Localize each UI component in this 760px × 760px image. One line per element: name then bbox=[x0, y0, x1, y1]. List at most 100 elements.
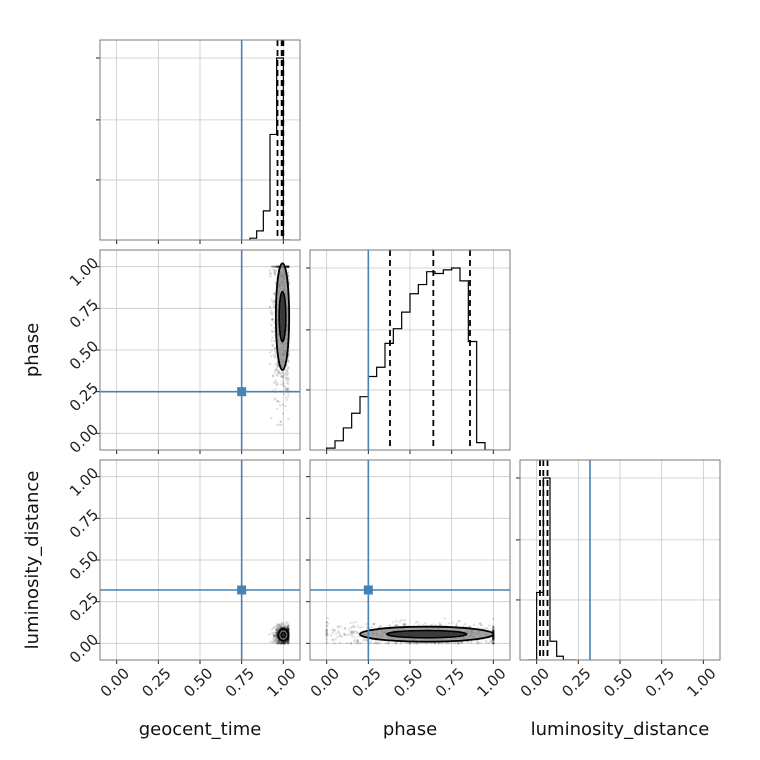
sample-point bbox=[287, 624, 290, 628]
sample-point bbox=[285, 398, 289, 401]
sample-point bbox=[492, 628, 495, 632]
sample-point bbox=[492, 639, 495, 642]
sample-point bbox=[280, 621, 284, 625]
sample-point bbox=[280, 383, 283, 386]
sample-point bbox=[281, 623, 284, 626]
sample-point bbox=[416, 620, 419, 624]
x-tick-label: 0.25 bbox=[348, 664, 384, 700]
sample-point bbox=[269, 640, 273, 643]
sample-point bbox=[492, 627, 495, 630]
sample-point bbox=[268, 633, 271, 636]
sample-point bbox=[275, 634, 278, 637]
sample-point bbox=[331, 631, 334, 634]
x-tick-label: 0.25 bbox=[138, 664, 174, 700]
sample-point bbox=[484, 627, 487, 631]
sample-point bbox=[284, 624, 288, 628]
sample-point bbox=[273, 271, 277, 275]
sample-point bbox=[350, 630, 353, 633]
sample-point bbox=[281, 642, 284, 645]
sample-point bbox=[287, 265, 290, 268]
sample-point bbox=[274, 638, 278, 641]
sample-point bbox=[278, 642, 282, 645]
sample-point bbox=[287, 638, 290, 642]
sample-point bbox=[287, 376, 290, 380]
histogram-phase bbox=[326, 267, 494, 450]
sample-point bbox=[492, 630, 495, 633]
sample-point bbox=[426, 642, 429, 645]
sample-point bbox=[286, 640, 289, 643]
sample-point bbox=[372, 642, 376, 645]
sample-point bbox=[277, 627, 281, 631]
sample-point bbox=[276, 267, 279, 270]
sample-point bbox=[270, 265, 274, 268]
sample-point bbox=[374, 642, 378, 645]
histogram-geocent_time bbox=[249, 57, 290, 240]
sample-point bbox=[433, 642, 437, 645]
sample-point bbox=[279, 420, 282, 424]
sample-point bbox=[404, 622, 407, 626]
sample-point bbox=[492, 636, 495, 639]
sample-point bbox=[275, 628, 278, 632]
y-tick-label: 0.75 bbox=[66, 295, 102, 331]
sample-point bbox=[286, 369, 289, 373]
sample-point bbox=[287, 379, 290, 383]
sample-point bbox=[325, 631, 328, 634]
sample-point bbox=[355, 631, 359, 634]
sample-point bbox=[287, 367, 290, 370]
sample-point bbox=[492, 642, 495, 645]
sample-point bbox=[275, 628, 278, 631]
x-tick-label: 0.00 bbox=[517, 664, 553, 700]
sample-point bbox=[333, 629, 336, 632]
sample-point bbox=[284, 626, 287, 629]
sample-point bbox=[351, 625, 354, 629]
sample-point bbox=[329, 634, 333, 637]
sample-point bbox=[278, 642, 282, 645]
sample-point bbox=[271, 344, 274, 347]
sample-point bbox=[282, 624, 285, 628]
sample-point bbox=[492, 636, 495, 639]
sample-point bbox=[270, 318, 274, 322]
sample-point bbox=[370, 626, 374, 629]
density-geocent_time-phase bbox=[100, 250, 300, 450]
sample-point bbox=[325, 630, 328, 634]
sample-point bbox=[281, 641, 285, 644]
sample-point bbox=[287, 265, 290, 268]
sample-point bbox=[423, 642, 427, 645]
sample-point bbox=[286, 360, 290, 364]
sample-point bbox=[273, 271, 277, 274]
sample-point bbox=[335, 632, 338, 635]
sample-point bbox=[283, 369, 287, 372]
sample-point bbox=[286, 377, 290, 381]
sample-point bbox=[287, 265, 290, 268]
sample-point bbox=[275, 635, 278, 638]
sample-point bbox=[338, 641, 342, 645]
sample-point bbox=[283, 642, 286, 645]
sample-point bbox=[357, 634, 361, 638]
sample-point bbox=[273, 634, 276, 637]
panel-frame bbox=[309, 249, 511, 451]
sample-point bbox=[270, 329, 274, 333]
sample-point bbox=[282, 384, 286, 388]
sample-point bbox=[438, 623, 442, 627]
sample-point bbox=[284, 626, 287, 629]
sample-point bbox=[273, 635, 276, 638]
y-tick-label: 0.25 bbox=[66, 379, 102, 415]
sample-point bbox=[325, 642, 328, 645]
sample-point bbox=[270, 355, 273, 358]
sample-point bbox=[272, 638, 275, 642]
sample-point bbox=[276, 423, 279, 427]
sample-point bbox=[272, 636, 275, 639]
sample-point bbox=[270, 310, 273, 313]
sample-point bbox=[350, 631, 354, 634]
sample-point bbox=[278, 623, 281, 627]
sample-point bbox=[287, 359, 290, 362]
sample-point bbox=[275, 265, 278, 268]
sample-point bbox=[492, 630, 495, 633]
sample-point bbox=[395, 641, 399, 644]
sample-point bbox=[278, 624, 282, 627]
sample-point bbox=[395, 620, 398, 623]
sample-point bbox=[422, 623, 425, 626]
sample-point bbox=[343, 633, 347, 636]
sample-point bbox=[281, 403, 284, 407]
x-tick-label: 1.00 bbox=[263, 664, 299, 700]
